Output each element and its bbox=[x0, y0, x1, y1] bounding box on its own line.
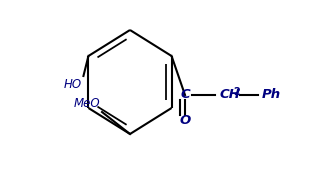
Text: CH: CH bbox=[220, 89, 241, 102]
Text: 2: 2 bbox=[233, 87, 240, 97]
Text: Ph: Ph bbox=[262, 89, 281, 102]
Text: O: O bbox=[180, 114, 191, 127]
Text: MeO: MeO bbox=[73, 97, 100, 110]
Text: C: C bbox=[180, 89, 190, 102]
Text: HO: HO bbox=[63, 78, 82, 91]
